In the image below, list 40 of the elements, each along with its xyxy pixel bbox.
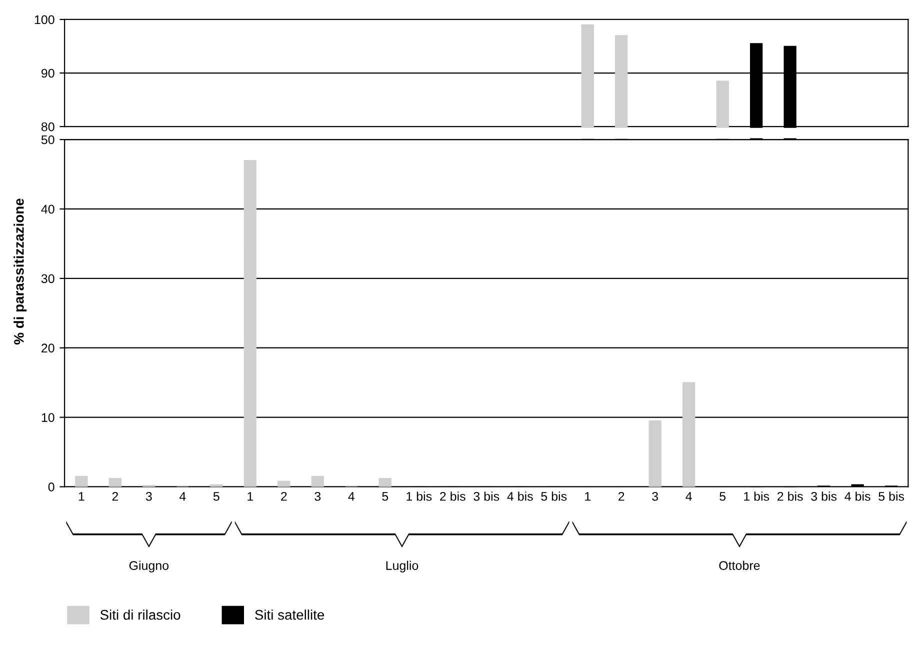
x-tick-label: 4 xyxy=(348,492,354,501)
x-tick-label: 2 bis xyxy=(440,492,466,501)
x-tick-label: 4 xyxy=(686,492,692,501)
x-tick-label: 5 bis xyxy=(541,492,567,501)
y-tick-label: 20 xyxy=(42,344,54,353)
legend-label: Siti satellite xyxy=(255,610,324,620)
y-tick-label: 40 xyxy=(41,204,54,214)
x-tick-label: 1 xyxy=(78,492,84,501)
y-tick-label: 50 xyxy=(41,135,54,144)
x-tick-label: 4 bis xyxy=(507,492,533,501)
x-tick-label: 3 xyxy=(652,492,658,501)
text: Luglio xyxy=(386,560,418,572)
x-tick-label: 4 xyxy=(179,492,186,501)
x-tick-label: 3 bis xyxy=(811,492,837,501)
x-tick-label: 5 xyxy=(382,492,388,501)
y-tick-label: 10 xyxy=(42,413,54,422)
text: Giugno xyxy=(129,560,169,572)
x-tick-label: 2 xyxy=(281,492,287,501)
x-tick-label: 2 xyxy=(112,492,118,501)
x-tick-label: 3 xyxy=(146,492,152,501)
x-tick-label: 1 bis xyxy=(744,492,770,501)
x-tick-label: 5 xyxy=(720,492,726,501)
y-tick-label: 30 xyxy=(41,274,54,284)
x-tick-label: 2 bis xyxy=(777,492,803,501)
x-tick-label: 3 bis xyxy=(474,492,500,501)
y-tick-label: 0 xyxy=(48,482,54,492)
x-tick-label: 1 xyxy=(248,492,254,501)
legend-label: Siti di rilascio xyxy=(100,610,180,620)
y-tick-label: 100 xyxy=(34,15,54,24)
x-tick-label: 1 bis xyxy=(406,492,432,501)
x-tick-label: 5 bis xyxy=(878,492,904,501)
y-tick-label: 80 xyxy=(41,122,54,132)
x-tick-label: 3 xyxy=(314,492,321,501)
text: Ottobre xyxy=(719,560,760,570)
x-tick-label: 5 xyxy=(213,492,220,501)
y-axis-title: % di parassitizzazione xyxy=(14,198,27,344)
x-tick-label: 4 bis xyxy=(844,492,870,501)
x-tick-label: 1 xyxy=(585,492,590,501)
x-tick-label: 2 xyxy=(618,492,624,501)
y-tick-label: 90 xyxy=(42,68,54,78)
